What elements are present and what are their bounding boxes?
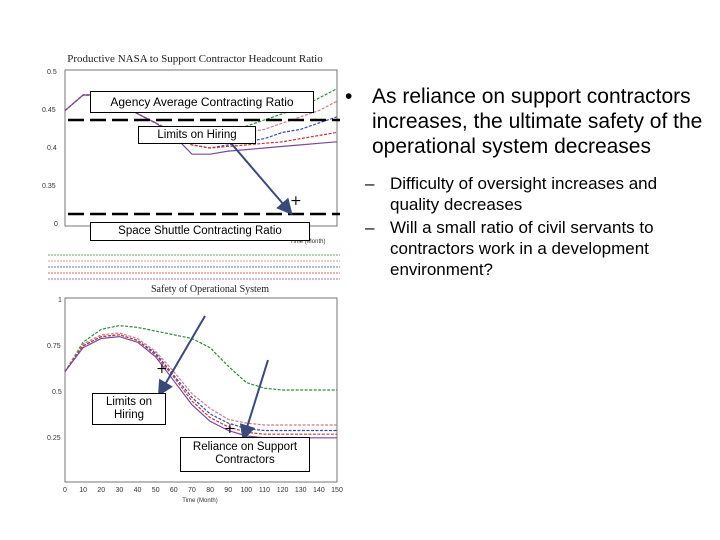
- chart1-title: Productive NASA to Support Contractor He…: [67, 53, 323, 65]
- safety-chart: Safety of Operational System 1 0.75 0.5 …: [47, 284, 343, 504]
- chart2-xtick: 0: [63, 487, 67, 494]
- limits-to-ratio-arrow: [229, 141, 293, 216]
- chart2-xtick: 70: [188, 487, 196, 494]
- chart2-xtick: 40: [134, 487, 142, 494]
- shuttle-ratio-label: Space Shuttle Contracting Ratio: [90, 222, 310, 241]
- chart2-title: Safety of Operational System: [151, 284, 269, 295]
- sub-bullets: – Difficulty of oversight increases and …: [365, 173, 710, 280]
- series-line-red: [64, 334, 337, 435]
- chart1-ytick: 0.45: [42, 107, 56, 114]
- plus-sign: +: [156, 361, 168, 377]
- chart1-ytick: 0.35: [42, 183, 56, 190]
- chart2-xtick: 120: [277, 487, 289, 494]
- chart2-xtick: 20: [97, 487, 105, 494]
- chart1-xlabel: Time (Month): [290, 239, 325, 245]
- chart2-xlabel: Time (Month): [182, 498, 217, 504]
- chart1-ytick: 0.4: [47, 145, 57, 152]
- chart2-ytick: 0.5: [52, 389, 62, 396]
- agency-ratio-label: Agency Average Contracting Ratio: [90, 91, 314, 113]
- sub-bullet: – Will a small ratio of civil servants t…: [365, 217, 710, 280]
- series-line-pink: [64, 332, 337, 426]
- limits-on-hiring-bottom-label: Limits on Hiring: [92, 393, 166, 425]
- plus-sign: +: [290, 193, 302, 209]
- chart2-xtick: 100: [240, 487, 252, 494]
- chart2-ytick: 0.25: [47, 435, 61, 442]
- chart2-xtick: 80: [206, 487, 214, 494]
- headcount-ratio-chart: Productive NASA to Support Contractor He…: [42, 53, 340, 280]
- limits-to-safety-arrow: [157, 315, 206, 397]
- chart2-xtick: 30: [116, 487, 124, 494]
- bullet-area: • As reliance on support contractors inc…: [345, 84, 710, 282]
- chart2-xtick: 140: [313, 487, 325, 494]
- chart2-xtick: 150: [331, 487, 343, 494]
- chart2-xtick: 130: [295, 487, 307, 494]
- sub-bullet-text: Will a small ratio of civil servants to …: [390, 218, 654, 279]
- chart2-xtick: 60: [170, 487, 178, 494]
- chart2-ytick: 0.75: [47, 343, 61, 350]
- limits-on-hiring-top-label: Limits on Hiring: [138, 126, 256, 144]
- reliance-label: Reliance on Support Contractors: [180, 437, 310, 472]
- main-bullet: • As reliance on support contractors inc…: [345, 84, 710, 159]
- sub-bullet: – Difficulty of oversight increases and …: [365, 173, 710, 215]
- chart2-xtick: 10: [79, 487, 87, 494]
- sub-bullet-text: Difficulty of oversight increases and qu…: [390, 174, 658, 214]
- plus-sign: +: [224, 421, 236, 437]
- chart1-ytick: 0: [54, 221, 58, 228]
- series-line-green: [64, 324, 337, 391]
- sub-bullet-dash: –: [365, 174, 375, 193]
- chart2-xtick: 110: [259, 487, 270, 494]
- chart1-ytick: 0.5: [47, 69, 57, 76]
- bullet-dot: •: [345, 85, 353, 108]
- main-bullet-text: As reliance on support contractors incre…: [372, 85, 703, 158]
- chart2-xtick: 50: [152, 487, 160, 494]
- chart1-legend: [48, 254, 340, 280]
- reliance-to-safety-arrow: [239, 359, 269, 441]
- chart2-xtick: 90: [224, 487, 232, 494]
- sub-bullet-dash: –: [365, 218, 375, 237]
- chart2-ytick: 1: [58, 297, 62, 304]
